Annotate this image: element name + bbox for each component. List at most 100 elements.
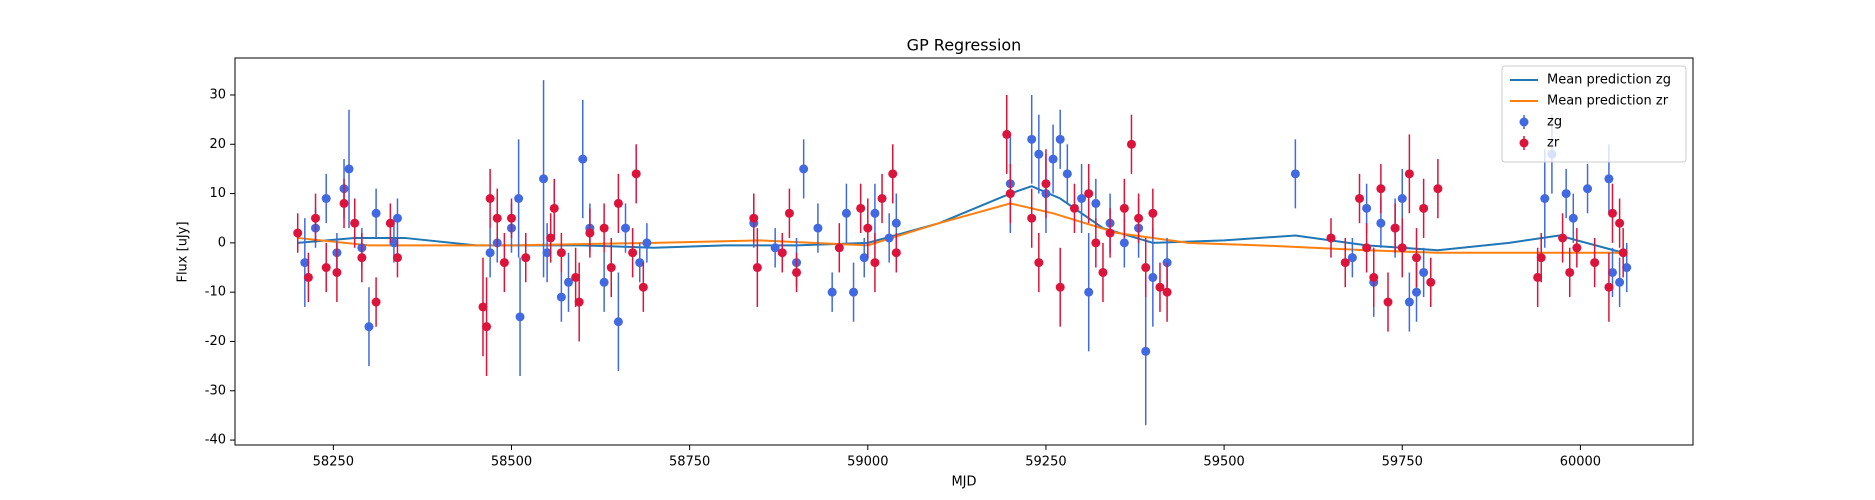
data-point: [1091, 198, 1101, 208]
data-point: [1119, 238, 1129, 248]
data-point: [311, 213, 321, 223]
data-point: [1126, 139, 1136, 149]
data-point: [631, 169, 641, 179]
data-point: [1397, 243, 1407, 253]
data-point: [642, 238, 652, 248]
data-point: [834, 243, 844, 253]
data-point: [1091, 238, 1101, 248]
data-point: [1572, 243, 1582, 253]
data-point: [1055, 282, 1065, 292]
plot-area: [293, 80, 1632, 426]
data-point: [350, 218, 360, 228]
data-point: [635, 258, 645, 268]
y-tick-label: 0: [218, 235, 226, 250]
data-point: [1084, 189, 1094, 199]
data-point: [1141, 346, 1151, 356]
data-point: [1148, 272, 1158, 282]
data-point: [877, 194, 887, 204]
data-point: [827, 287, 837, 297]
data-point: [863, 223, 873, 233]
legend-label: zr: [1547, 136, 1560, 151]
data-point: [556, 292, 566, 302]
data-point: [506, 213, 516, 223]
x-tick-label: 59250: [1025, 455, 1066, 470]
data-point: [492, 213, 502, 223]
data-point: [1148, 208, 1158, 218]
data-point: [1162, 287, 1172, 297]
data-point: [1426, 277, 1436, 287]
data-point: [499, 258, 509, 268]
data-point: [1055, 134, 1065, 144]
legend-marker: [1519, 138, 1529, 148]
data-point: [1062, 169, 1072, 179]
data-point: [1618, 248, 1628, 258]
data-point: [770, 243, 780, 253]
data-point: [332, 267, 342, 277]
data-point: [891, 218, 901, 228]
data-point: [599, 223, 609, 233]
legend-label: Mean prediction zg: [1547, 73, 1671, 88]
data-point: [1590, 258, 1600, 268]
legend-box: [1501, 65, 1687, 163]
data-point: [1134, 213, 1144, 223]
data-point: [392, 253, 402, 263]
data-point: [888, 169, 898, 179]
data-point: [385, 218, 395, 228]
legend-marker: [1519, 117, 1529, 127]
data-point: [1565, 267, 1575, 277]
data-point: [1027, 134, 1037, 144]
data-point: [1362, 243, 1372, 253]
data-point: [1034, 258, 1044, 268]
data-point: [482, 322, 492, 332]
data-point: [521, 253, 531, 263]
data-point: [392, 213, 402, 223]
data-point: [1369, 272, 1379, 282]
data-point: [841, 208, 851, 218]
data-point: [1397, 194, 1407, 204]
data-point: [1069, 203, 1079, 213]
chart-title: GP Regression: [907, 36, 1022, 55]
data-point: [1419, 267, 1429, 277]
data-point: [1561, 189, 1571, 199]
data-point: [485, 248, 495, 258]
data-point: [571, 272, 581, 282]
data-point: [1604, 174, 1614, 184]
data-point: [1105, 228, 1115, 238]
data-point: [339, 198, 349, 208]
data-point: [1615, 277, 1625, 287]
x-tick-label: 59500: [1203, 455, 1244, 470]
data-point: [621, 223, 631, 233]
data-point: [1558, 233, 1568, 243]
data-point: [1607, 267, 1617, 277]
data-point: [1290, 169, 1300, 179]
data-point: [599, 277, 609, 287]
data-point: [371, 297, 381, 307]
data-point: [321, 194, 331, 204]
data-point: [1340, 258, 1350, 268]
data-point: [1583, 184, 1593, 194]
data-point: [1347, 253, 1357, 263]
data-point: [1098, 267, 1108, 277]
x-axis-label: MJD: [951, 475, 976, 490]
data-point: [1119, 203, 1129, 213]
data-point: [813, 223, 823, 233]
data-point: [1404, 169, 1414, 179]
data-point: [549, 203, 559, 213]
data-point: [1048, 154, 1058, 164]
data-point: [1615, 218, 1625, 228]
data-point: [1034, 149, 1044, 159]
data-point: [638, 282, 648, 292]
data-point: [849, 287, 859, 297]
data-point: [784, 208, 794, 218]
data-point: [1362, 203, 1372, 213]
data-point: [1412, 253, 1422, 263]
data-point: [293, 228, 303, 238]
data-point: [884, 233, 894, 243]
data-point: [564, 277, 574, 287]
legend-label: zg: [1547, 115, 1562, 130]
y-tick-label: -30: [205, 383, 226, 398]
y-tick-label: -40: [205, 433, 226, 448]
x-tick-label: 58750: [669, 455, 710, 470]
data-point: [1155, 282, 1165, 292]
y-tick-label: -20: [205, 334, 226, 349]
